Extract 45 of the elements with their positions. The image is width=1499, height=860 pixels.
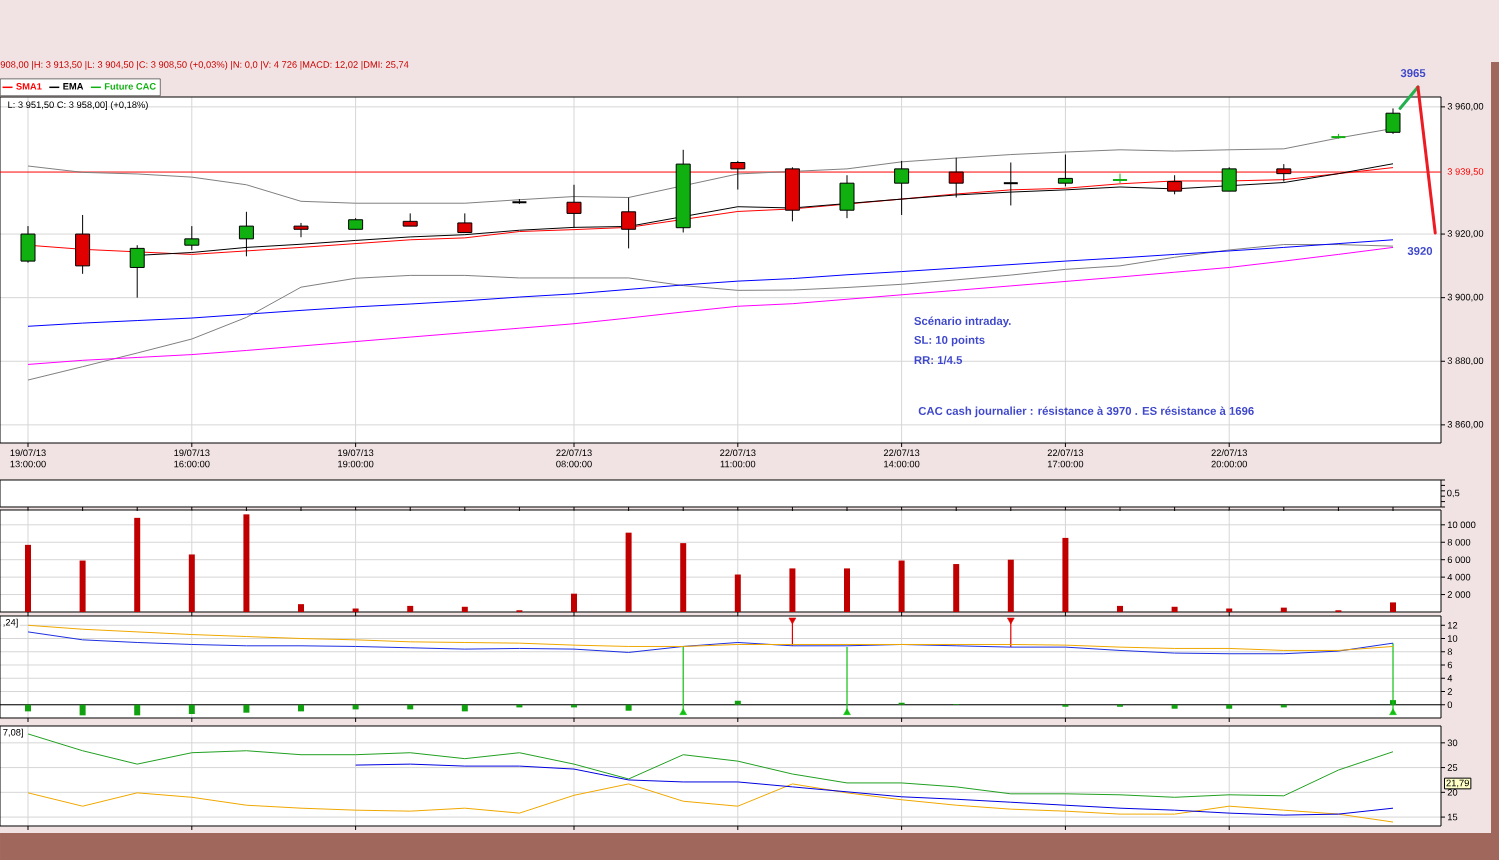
text: 21,79: [1446, 779, 1469, 788]
x-tick-label: 22/07/13 17:00:00: [1047, 449, 1084, 468]
x-tick-label: 19/07/13 16:00:00: [174, 449, 210, 468]
y-tick-label: 4 000: [1447, 573, 1471, 581]
y-tick-label: 3 920,00: [1447, 230, 1484, 238]
legend-label: SMA1: [16, 83, 42, 90]
y-tick-label: 8: [1447, 648, 1453, 656]
y-tick-label: 10: [1447, 635, 1458, 642]
annotation: ,24]: [3, 618, 18, 628]
y-tick-label: 6 000: [1447, 556, 1471, 563]
x-tick-label: 22/07/13 14:00:00: [883, 449, 920, 468]
x-tick-label: 22/07/13 11:00:00: [720, 449, 756, 468]
text: 3965: [1400, 69, 1426, 78]
y-tick-label: 8 000: [1447, 538, 1471, 546]
y-tick-label: 4: [1447, 675, 1453, 682]
y-tick-label: 25: [1447, 764, 1458, 771]
y-tick-label: 3 960,00: [1447, 103, 1484, 111]
annotation: Scénario intraday.: [914, 316, 1011, 328]
annotation: 7,08]: [3, 728, 23, 738]
legend-label: EMA: [63, 83, 84, 90]
x-tick-label: 22/07/13 20:00:00: [1211, 449, 1248, 468]
y-tick-label: 3 860,00: [1447, 421, 1484, 429]
y-tick-label: 3 900,00: [1447, 293, 1484, 302]
ref-line-label: 3 939,50: [1447, 168, 1484, 176]
y-tick-label: 10 000: [1447, 521, 1476, 529]
y-tick-label: 2 000: [1447, 591, 1471, 598]
y-tick-label: 0: [1447, 701, 1453, 709]
x-tick-label: 19/07/13 13:00:00: [10, 449, 46, 468]
x-tick-label: 19/07/13 19:00:00: [338, 449, 374, 468]
y-tick-label: 30: [1447, 739, 1458, 747]
annotation: 3920: [1407, 246, 1433, 255]
annotation: RR: 1/4.5: [914, 355, 963, 365]
annotation: L: 3 951,50 C: 3 958,00] (+0,18%): [8, 101, 148, 110]
chart-title: 908,00 |H: 3 913,50 |L: 3 904,50 |C: 3 908,50 (+0,03%) |N: 0,0 |V: 4 726 |MACD: 12,02 |DMI: 25,74: [0, 61, 409, 70]
annotation: SL: 10 points: [914, 335, 985, 347]
y-tick-label: 2: [1447, 688, 1452, 695]
y-tick-label: 15: [1447, 813, 1458, 821]
y-tick-label: 20: [1447, 789, 1458, 796]
y-tick-label: 3 880,00: [1447, 357, 1484, 366]
text: 0,5: [1447, 489, 1460, 498]
annotation: CAC cash journalier : résistance à 3970 . ES résistance à 1696: [918, 406, 1254, 418]
x-tick-label: 22/07/13 08:00:00: [556, 449, 592, 468]
legend-label: Future CAC: [104, 83, 156, 90]
y-tick-label: 12: [1447, 622, 1458, 629]
y-tick-label: 6: [1447, 661, 1453, 669]
